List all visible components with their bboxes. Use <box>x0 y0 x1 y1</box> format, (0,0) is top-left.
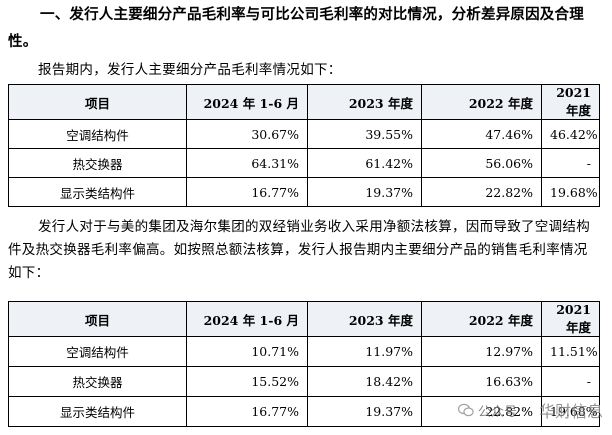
table-cell: - <box>541 148 600 178</box>
table-cell: 16.63% <box>421 366 542 397</box>
header-2021: 2021 年度 <box>541 84 600 120</box>
table-cell: 64.31% <box>186 148 308 178</box>
table-row: 空调结构件 30.67% 39.55% 47.46% 46.42% <box>8 119 600 149</box>
table-cell: 39.55% <box>307 119 422 149</box>
header-2022: 2022 年度 <box>421 84 542 120</box>
table-cell: 16.77% <box>186 177 308 207</box>
wechat-icon <box>458 403 474 417</box>
header-item: 项目 <box>8 301 187 337</box>
table-cell: 22.82% <box>421 177 542 207</box>
gross-margin-table-net: 项目 2024 年 1-6 月 2023 年度 2022 年度 2021 年度 … <box>8 84 600 207</box>
row-label: 显示类结构件 <box>8 396 187 427</box>
table-cell: 19.37% <box>307 177 422 207</box>
table-header-row: 项目 2024 年 1-6 月 2023 年度 2022 年度 2021 年度 <box>8 84 600 120</box>
row-label: 热交换器 <box>8 148 187 178</box>
table-header-row: 项目 2024 年 1-6 月 2023 年度 2022 年度 2021 年度 <box>8 301 600 337</box>
header-2022: 2022 年度 <box>421 301 542 337</box>
table-row: 热交换器 64.31% 61.42% 56.06% - <box>8 148 600 178</box>
table-cell: 12.97% <box>421 336 542 367</box>
table-cell: 15.52% <box>186 366 308 397</box>
header-2023: 2023 年度 <box>307 84 422 120</box>
table-cell: 46.42% <box>541 119 600 149</box>
row-label: 热交换器 <box>8 366 187 397</box>
table-cell: 19.68% <box>541 177 600 207</box>
row-label: 空调结构件 <box>8 119 187 149</box>
watermark-name: 华财信息 <box>539 402 604 421</box>
table-cell: 18.42% <box>307 366 422 397</box>
section-heading: 一、发行人主要细分产品毛利率与可比公司毛利率的对比情况，分析差异原因及合理性。 <box>8 7 584 50</box>
intro-paragraph-2: 发行人对于与美的集团及海尔集团的双经销业务收入采用净额法核算，因而导致了空调结构… <box>8 219 590 281</box>
header-2023: 2023 年度 <box>307 301 422 337</box>
table-cell: - <box>541 366 600 397</box>
table-row: 空调结构件 10.71% 11.97% 12.97% 11.51% <box>8 336 600 367</box>
table-cell: 11.51% <box>541 336 600 367</box>
row-label: 显示类结构件 <box>8 177 187 207</box>
watermark: 公众号 · 华财信息 <box>458 398 603 422</box>
header-2024h1: 2024 年 1-6 月 <box>186 301 308 337</box>
header-2024h1: 2024 年 1-6 月 <box>186 84 308 120</box>
header-item: 项目 <box>8 84 187 120</box>
watermark-separator: · <box>521 402 526 418</box>
table-cell: 56.06% <box>421 148 542 178</box>
table-cell: 11.97% <box>307 336 422 367</box>
intro-paragraph-1: 报告期内，发行人主要细分产品毛利率情况如下： <box>38 62 342 78</box>
table-row: 显示类结构件 16.77% 19.37% 22.82% 19.68% <box>8 396 600 427</box>
table-cell: 61.42% <box>307 148 422 178</box>
table-cell: 10.71% <box>186 336 308 367</box>
gross-margin-table-gross: 项目 2024 年 1-6 月 2023 年度 2022 年度 2021 年度 … <box>8 301 600 427</box>
table-row: 热交换器 15.52% 18.42% 16.63% - <box>8 366 600 397</box>
header-2021: 2021 年度 <box>541 301 600 337</box>
table-cell: 30.67% <box>186 119 308 149</box>
table-cell: 19.68% <box>541 396 600 427</box>
row-label: 空调结构件 <box>8 336 187 367</box>
table-cell: 16.77% <box>186 396 308 427</box>
table-cell: 19.37% <box>307 396 422 427</box>
table-cell: 47.46% <box>421 119 542 149</box>
watermark-platform: 公众号 <box>478 404 518 420</box>
table-row: 显示类结构件 16.77% 19.37% 22.82% 19.68% <box>8 177 600 207</box>
table-cell: 22.82% <box>421 396 542 427</box>
